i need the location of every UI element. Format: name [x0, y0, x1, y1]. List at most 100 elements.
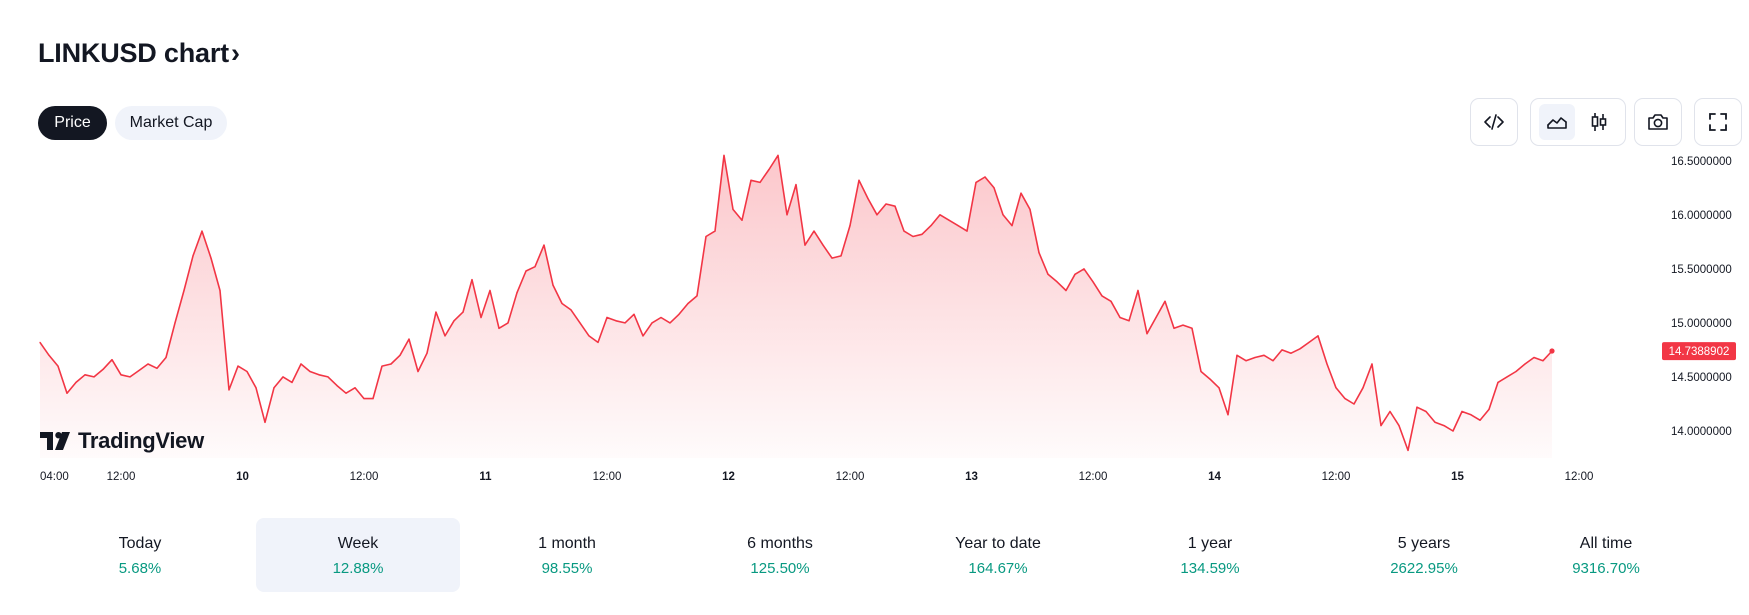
period-change: 164.67% [968, 560, 1028, 577]
period-label: Today [118, 535, 162, 552]
price-point [894, 205, 896, 207]
camera-icon [1648, 114, 1668, 130]
price-point [300, 363, 302, 365]
x-tick-label: 12:00 [1322, 471, 1351, 483]
price-point [408, 338, 410, 340]
price-point [192, 255, 194, 257]
price-point [723, 154, 725, 157]
price-point [993, 187, 995, 189]
x-tick-label: 12:00 [107, 471, 136, 483]
embed-button[interactable] [1470, 98, 1518, 146]
price-point [1065, 289, 1067, 292]
period-6-months[interactable]: 6 months 125.50% [678, 518, 882, 592]
price-chart[interactable]: 16.5000000 16.0000000 15.5000000 15.0000000… [0, 150, 1749, 490]
price-point [156, 367, 158, 369]
price-point [1227, 414, 1229, 416]
price-point [1344, 397, 1346, 400]
price-point [588, 335, 590, 337]
last-price-badge [1662, 342, 1736, 361]
price-point [849, 225, 851, 227]
price-point [804, 244, 806, 246]
price-point [507, 322, 509, 324]
tradingview-logo[interactable]: TradingView [40, 428, 204, 454]
price-point [912, 235, 914, 238]
page-title-text: LINKUSD chart [38, 38, 229, 68]
x-tick-label: 12:00 [1565, 471, 1594, 483]
price-point [1011, 225, 1013, 227]
price-point [696, 295, 698, 297]
price-point [1155, 316, 1157, 319]
period-week[interactable]: Week 12.88% [256, 518, 460, 592]
price-point [1452, 430, 1454, 432]
price-point [255, 387, 257, 389]
page-title[interactable]: LINKUSD chart› [38, 38, 240, 69]
price-point [1326, 363, 1328, 365]
price-point [183, 289, 185, 292]
price-point [1542, 360, 1544, 362]
tradingview-logo-icon [40, 432, 70, 450]
price-point [210, 257, 212, 259]
price-point [642, 335, 644, 337]
tab-price[interactable]: Price [38, 106, 107, 140]
fullscreen-button[interactable] [1694, 98, 1742, 146]
price-point [336, 384, 338, 387]
price-point [75, 381, 77, 383]
price-point [759, 181, 761, 184]
price-point [534, 266, 536, 268]
price-point [1218, 387, 1220, 389]
price-point [174, 322, 176, 324]
area-chart-button[interactable] [1539, 104, 1575, 140]
price-point [732, 208, 734, 211]
price-point [111, 359, 113, 361]
period-label: Year to date [955, 535, 1041, 552]
price-point [633, 313, 635, 315]
price-point [1110, 300, 1112, 302]
price-point [921, 233, 923, 235]
price-point [1434, 421, 1436, 423]
price-point [462, 311, 464, 313]
price-point [552, 284, 554, 286]
period-label: 1 month [538, 535, 596, 552]
price-point [246, 370, 248, 373]
price-point [327, 376, 329, 378]
candlestick-button[interactable] [1581, 104, 1617, 140]
price-point [930, 225, 932, 227]
price-point [381, 365, 383, 367]
price-point [1407, 449, 1409, 452]
price-point [858, 179, 860, 181]
period-1-year[interactable]: 1 year 134.59% [1108, 518, 1312, 592]
tab-market-cap[interactable]: Market Cap [115, 106, 227, 140]
period-change: 98.55% [541, 560, 593, 577]
price-point [264, 421, 266, 423]
price-point [795, 183, 797, 186]
period-1-month[interactable]: 1 month 98.55% [465, 518, 669, 592]
period-label: 5 years [1397, 535, 1451, 552]
price-point [1380, 424, 1382, 427]
x-tick-label: 15 [1451, 471, 1464, 483]
period-change: 5.68% [118, 560, 162, 577]
price-point [417, 370, 419, 373]
price-point [939, 214, 941, 216]
y-tick-label: 14.5000000 [1671, 372, 1732, 384]
price-point [219, 289, 221, 292]
price-point [750, 179, 752, 181]
price-point [1119, 316, 1121, 319]
price-point [1236, 354, 1238, 356]
code-embed-icon [1484, 114, 1504, 130]
price-point [1038, 252, 1040, 254]
y-tick-label: 14.0000000 [1671, 426, 1732, 438]
period-year-to-date[interactable]: Year to date 164.67% [896, 518, 1100, 592]
price-point [318, 374, 320, 376]
price-point [561, 302, 563, 305]
y-tick-label: 16.0000000 [1671, 210, 1732, 222]
price-point [516, 292, 518, 294]
period-all-time[interactable]: All time 9316.70% [1504, 518, 1708, 592]
period-change: 2622.95% [1390, 560, 1458, 577]
area-chart-icon [1547, 117, 1567, 129]
period-5-years[interactable]: 5 years 2622.95% [1322, 518, 1526, 592]
period-today[interactable]: Today 5.68% [38, 518, 242, 592]
x-tick-label: 11 [479, 471, 492, 483]
price-point [1056, 281, 1058, 283]
screenshot-button[interactable] [1634, 98, 1682, 146]
price-point [66, 392, 68, 394]
